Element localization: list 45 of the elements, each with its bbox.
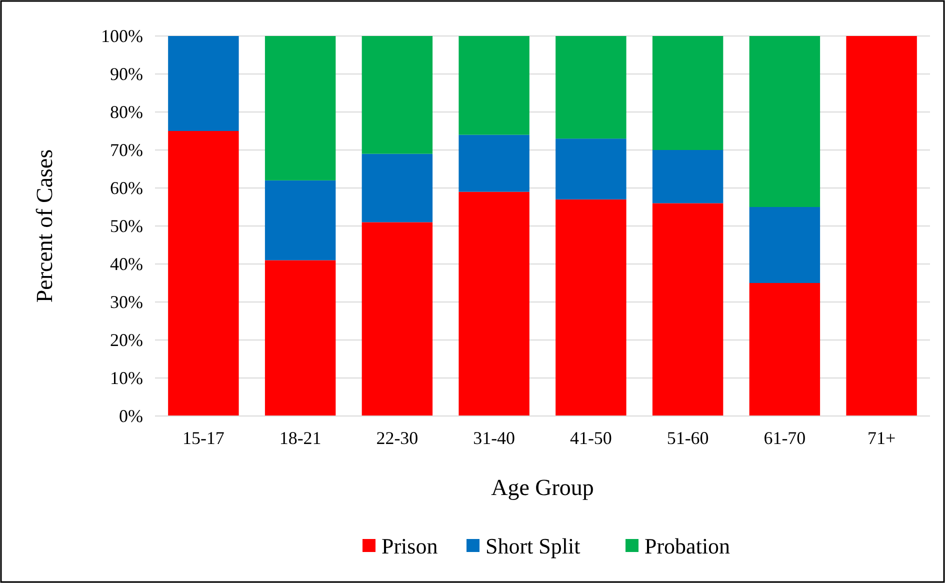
bar xyxy=(458,36,530,135)
x-tick-label: 31-40 xyxy=(473,428,516,448)
bar xyxy=(458,134,530,192)
x-tick-label: 71+ xyxy=(867,428,896,448)
x-tick-label: 22-30 xyxy=(376,428,418,448)
bar xyxy=(168,36,239,131)
y-tick-label: 20% xyxy=(110,330,143,350)
legend-label: Probation xyxy=(644,534,730,558)
x-tick-label: 18-21 xyxy=(279,428,322,448)
y-tick-label: 0% xyxy=(119,406,143,426)
bar xyxy=(362,222,433,416)
bar xyxy=(458,192,530,416)
legend-label: Prison xyxy=(382,534,438,558)
x-tick-label: 61-70 xyxy=(764,428,806,448)
y-tick-label: 50% xyxy=(110,216,143,236)
y-tick-label: 40% xyxy=(110,254,143,274)
x-tick-label: 41-50 xyxy=(570,428,612,448)
bar xyxy=(749,207,820,283)
y-tick-label: 100% xyxy=(101,26,143,46)
y-tick-label: 60% xyxy=(110,178,143,198)
bar xyxy=(168,131,239,416)
bar xyxy=(846,36,917,416)
y-tick-label: 80% xyxy=(110,102,143,122)
bar xyxy=(362,36,433,154)
bar xyxy=(362,154,433,222)
bar xyxy=(652,150,724,204)
y-axis-title: Percent of Cases xyxy=(32,149,57,303)
bar xyxy=(264,36,336,180)
x-tick-label: 15-17 xyxy=(182,428,224,448)
bar xyxy=(652,36,724,150)
bar xyxy=(556,138,626,200)
bar xyxy=(652,203,724,416)
bar xyxy=(264,260,336,416)
y-tick-label: 10% xyxy=(110,368,143,388)
bar xyxy=(749,36,820,207)
x-axis-title: Age Group xyxy=(491,475,594,500)
bar xyxy=(556,199,626,416)
y-tick-label: 90% xyxy=(110,64,143,84)
legend-label: Short Split xyxy=(486,534,580,558)
x-tick-label: 51-60 xyxy=(666,428,709,448)
bar xyxy=(749,283,820,416)
bar xyxy=(556,36,626,139)
y-tick-label: 30% xyxy=(110,292,143,312)
bar xyxy=(264,180,336,260)
y-tick-label: 70% xyxy=(110,140,143,160)
